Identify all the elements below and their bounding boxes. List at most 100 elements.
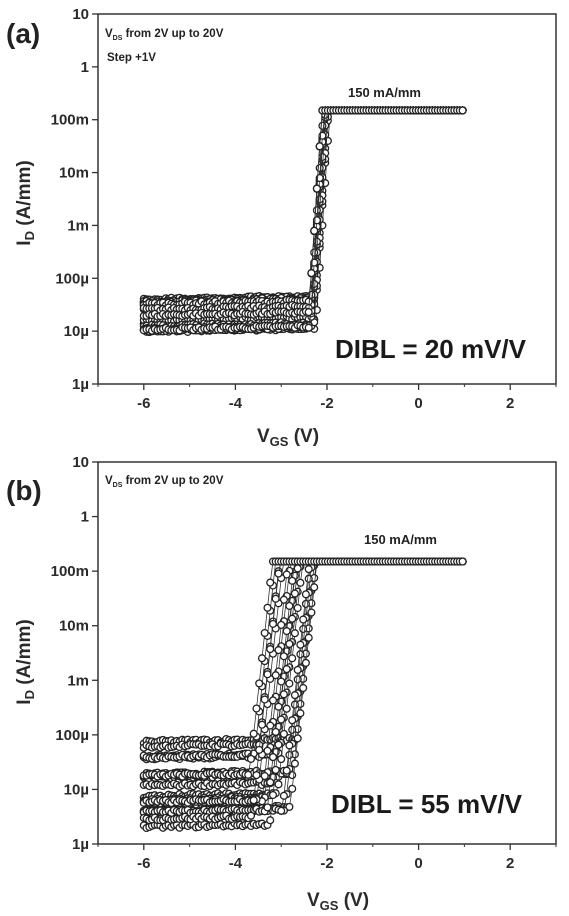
data-point [249,729,258,738]
transfer-curve [143,110,463,312]
x-tick-label: -6 [137,395,150,412]
transfer-curve [143,110,463,325]
panel-b-data-points [139,557,467,833]
data-point [312,206,321,215]
data-point [288,784,297,793]
data-point [304,574,313,583]
data-point [244,770,253,779]
panel-a-current-annotation: 150 mA/mm [348,85,421,100]
data-point [274,740,283,749]
data-point [301,658,310,667]
transfer-curve [143,110,463,304]
data-point [304,565,313,574]
data-point [266,816,275,825]
panel-b-y-axis-title: ID (A/mm) [14,619,37,704]
data-point [310,226,319,235]
data-point [290,700,299,709]
data-point [288,725,297,734]
data-point [282,665,291,674]
data-point [282,704,291,713]
data-point [288,614,297,623]
panel-a-data-points [139,106,467,337]
panel-a-step-annotation: Step +1V [107,52,156,64]
y-tick-label: 1m [67,217,89,234]
data-point [260,695,269,704]
x-tick-label: -4 [229,855,243,872]
data-point [290,691,299,700]
transfer-curve [143,561,463,759]
transfer-curve [143,110,463,311]
data-point [252,771,261,780]
data-point [290,589,299,598]
panel-a-y-axis-title: ID (A/mm) [14,160,37,245]
transfer-curve [143,110,463,317]
data-point [257,654,267,663]
data-point [290,759,299,768]
data-point [315,142,324,151]
y-tick-label: 100m [51,112,89,129]
data-point [277,755,286,764]
y-tick-label: 10µ [64,323,89,340]
panel-a-vds-annotation: VDS from 2V up to 20V [105,28,224,42]
data-point [246,811,256,820]
data-point [274,780,283,789]
data-point [277,806,286,815]
data-point [290,629,299,638]
y-tick-label: 1 [81,509,89,526]
x-tick-label: -4 [229,395,243,412]
y-tick-label: 100µ [55,727,89,744]
x-tick-label: -6 [137,855,150,872]
y-tick-label: 10 [72,454,89,471]
data-point [266,645,275,654]
data-point [299,624,308,634]
y-tick-label: 1 [81,59,89,76]
data-point [285,679,294,688]
data-point [293,734,302,743]
x-tick-label: 2 [506,395,514,412]
data-point [458,557,467,566]
panel-b-x-ticks: -6 -4 -2 0 2 [97,844,557,872]
data-point [285,639,294,648]
data-point [271,727,280,736]
data-point [293,603,302,613]
panel-b-dibl-annotation: DIBL = 55 mV/V [331,789,523,819]
data-point [260,628,269,638]
data-point [263,803,272,812]
x-tick-label: -2 [320,395,333,412]
data-point [263,603,272,612]
data-point [299,615,308,624]
panel-a-x-ticks: -6 -4 -2 0 2 [97,384,557,412]
panel-b-x-axis-title: VGS (V) [307,890,369,913]
data-point [257,720,267,729]
data-point [268,753,278,762]
data-point [288,576,297,585]
data-point [315,163,324,173]
transfer-curve [143,110,463,305]
transfer-curve [143,110,463,305]
data-point [458,106,467,115]
data-point [312,184,321,193]
data-point [277,715,286,724]
data-point [285,750,294,760]
data-point [293,675,302,684]
data-point [268,619,278,628]
data-point [282,627,291,636]
transfer-curve [143,110,463,304]
data-point [293,564,302,573]
transfer-curve [143,110,463,302]
data-point [271,594,280,603]
data-point [288,716,297,725]
data-point [307,269,316,278]
data-point [307,608,316,617]
data-point [266,778,275,787]
data-point [279,729,288,738]
data-point [301,599,310,608]
transfer-curve [143,110,463,306]
y-tick-label: 100m [51,563,89,580]
panel-b-vds-annotation: VDS from 2V up to 20V [105,475,224,489]
y-tick-label: 10m [59,618,89,635]
